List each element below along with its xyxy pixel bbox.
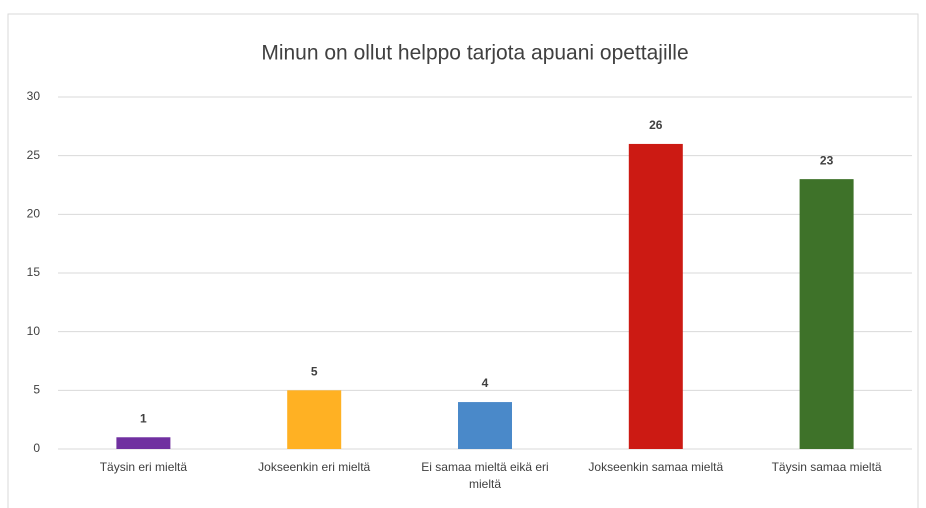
chart-border (7, 13, 919, 508)
y-tick-label: 10 (27, 324, 41, 338)
bar (116, 437, 171, 449)
x-tick-label: Ei samaa mieltä eikä eri mieltä (421, 460, 549, 491)
bar (628, 143, 683, 449)
y-tick-label: 0 (33, 441, 40, 455)
data-label: 26 (649, 118, 663, 132)
x-tick-label: Jokseenkin samaa mieltä (588, 460, 724, 474)
y-tick-label: 15 (27, 265, 41, 279)
x-tick-label: Jokseenkin eri mieltä (258, 460, 371, 474)
y-tick-label: 30 (27, 89, 41, 103)
bar (458, 402, 512, 449)
chart-title: Minun on ollut helppo tarjota apuani ope… (261, 42, 688, 65)
x-tick-label: Täysin eri mieltä (99, 460, 188, 474)
data-label: 23 (820, 153, 834, 167)
bar (287, 390, 342, 449)
data-label: 1 (140, 411, 147, 425)
data-label: 4 (482, 376, 489, 390)
y-tick-label: 20 (27, 207, 41, 221)
y-tick-label: 5 (33, 383, 40, 397)
bar (799, 179, 854, 449)
x-tick-label: Täysin samaa mieltä (771, 460, 882, 474)
y-tick-label: 25 (27, 148, 41, 162)
data-label: 5 (311, 365, 318, 379)
